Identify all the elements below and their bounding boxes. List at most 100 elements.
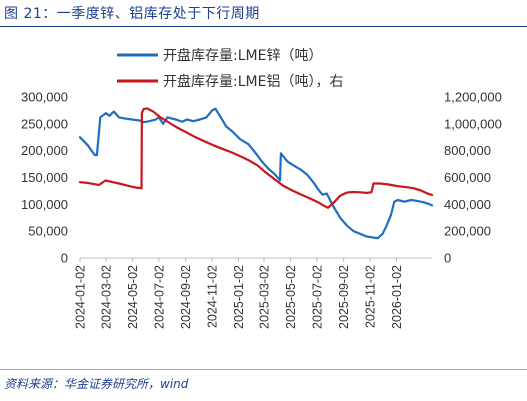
series-line-zinc bbox=[78, 107, 434, 240]
data-point bbox=[431, 204, 433, 207]
data-point bbox=[142, 108, 145, 110]
x-tick-label: 2024-01-02 bbox=[74, 265, 88, 329]
data-point bbox=[282, 184, 284, 187]
series-layer bbox=[78, 107, 434, 240]
data-point bbox=[308, 197, 311, 200]
data-point bbox=[372, 236, 375, 239]
x-tick-label: 2025-05-02 bbox=[284, 265, 298, 329]
data-point bbox=[231, 131, 234, 133]
data-point bbox=[299, 193, 302, 196]
data-point bbox=[238, 155, 241, 157]
data-point bbox=[379, 182, 381, 185]
data-point bbox=[365, 192, 368, 194]
data-point bbox=[118, 182, 120, 185]
data-point bbox=[221, 147, 223, 150]
legend-item-zinc: 开盘库存量:LME锌（吨） bbox=[117, 47, 322, 64]
data-point bbox=[273, 177, 275, 180]
data-point bbox=[403, 200, 406, 203]
legend: 开盘库存量:LME锌（吨） 开盘库存量:LME铝（吨），右 bbox=[117, 47, 343, 90]
x-tick-label: 2025-11-02 bbox=[364, 265, 378, 328]
series-line-aluminum bbox=[78, 107, 434, 209]
legend-item-aluminum: 开盘库存量:LME铝（吨），右 bbox=[117, 73, 343, 90]
title-rule bbox=[0, 26, 527, 27]
data-point bbox=[167, 121, 170, 124]
data-point bbox=[279, 179, 281, 182]
data-point bbox=[174, 118, 177, 121]
left-y-tick-label: 0 bbox=[61, 251, 68, 266]
data-point bbox=[428, 203, 431, 206]
x-tick-label: 2025-09-02 bbox=[337, 265, 351, 329]
data-point bbox=[214, 107, 217, 110]
data-point bbox=[159, 116, 162, 118]
data-point bbox=[385, 224, 388, 227]
data-point bbox=[370, 191, 373, 194]
data-point bbox=[105, 112, 107, 114]
series-zinc bbox=[78, 107, 434, 240]
x-tick-label: 2024-11-02 bbox=[206, 265, 220, 328]
data-point bbox=[327, 206, 329, 209]
data-point bbox=[387, 183, 390, 186]
data-point bbox=[205, 116, 208, 119]
data-point bbox=[211, 109, 214, 112]
data-point bbox=[410, 199, 413, 201]
data-point bbox=[381, 232, 384, 235]
data-point bbox=[218, 114, 221, 117]
data-point bbox=[79, 181, 81, 184]
data-point bbox=[365, 235, 368, 238]
data-point bbox=[104, 179, 107, 182]
data-point bbox=[86, 182, 89, 184]
data-point bbox=[420, 189, 423, 192]
data-point bbox=[280, 152, 282, 155]
data-point bbox=[312, 182, 315, 184]
data-point bbox=[186, 118, 188, 121]
data-point bbox=[98, 184, 100, 186]
left-y-axis: 0 50,000 100,000 150,000 200,000 250,000 300,0… bbox=[21, 90, 68, 266]
data-point bbox=[96, 154, 98, 156]
data-point bbox=[306, 173, 309, 176]
data-point bbox=[212, 144, 215, 147]
x-tick-label: 2024-05-02 bbox=[126, 265, 140, 329]
data-point bbox=[346, 191, 348, 194]
data-point bbox=[139, 119, 142, 122]
data-point bbox=[290, 189, 293, 192]
data-point bbox=[339, 216, 342, 219]
data-point bbox=[93, 154, 96, 156]
data-point bbox=[238, 138, 241, 140]
right-y-tick-label: 1,000,000 bbox=[444, 116, 502, 131]
right-y-tick-label: 400,000 bbox=[444, 197, 491, 212]
data-point bbox=[352, 191, 355, 193]
data-point bbox=[317, 201, 319, 204]
x-axis: 2024-01-02 2024-03-02 2024-05-02 2024-07-02… bbox=[74, 258, 404, 329]
data-point bbox=[199, 118, 201, 121]
data-point bbox=[286, 160, 289, 163]
data-point bbox=[247, 143, 250, 146]
left-y-tick-label: 250,000 bbox=[21, 116, 68, 131]
data-point bbox=[322, 204, 325, 207]
data-point bbox=[293, 164, 295, 167]
left-y-tick-label: 100,000 bbox=[21, 197, 68, 212]
right-y-tick-label: 800,000 bbox=[444, 143, 491, 158]
footer-rule bbox=[0, 369, 527, 370]
right-y-tick-label: 600,000 bbox=[444, 170, 491, 185]
x-tick-label: 2025-03-02 bbox=[258, 265, 272, 329]
data-point bbox=[254, 151, 257, 154]
source-note: 资料来源：华金证券研究所，wind bbox=[4, 377, 189, 391]
left-y-tick-label: 300,000 bbox=[21, 90, 68, 105]
legend-label-aluminum: 开盘库存量:LME铝（吨），右 bbox=[163, 73, 343, 90]
data-point bbox=[274, 173, 277, 176]
data-point bbox=[256, 164, 259, 167]
data-point bbox=[266, 166, 269, 169]
data-point bbox=[321, 193, 324, 196]
data-point bbox=[346, 224, 348, 227]
data-point bbox=[247, 159, 250, 162]
x-tick-label: 2026-01-02 bbox=[390, 265, 404, 329]
data-point bbox=[148, 120, 151, 123]
x-tick-label: 2025-01-02 bbox=[232, 265, 246, 329]
data-point bbox=[162, 122, 165, 125]
data-point bbox=[299, 168, 302, 171]
data-point bbox=[396, 185, 399, 188]
data-point bbox=[176, 127, 179, 129]
data-point bbox=[186, 131, 188, 134]
data-point bbox=[405, 186, 408, 189]
data-point bbox=[332, 201, 335, 204]
